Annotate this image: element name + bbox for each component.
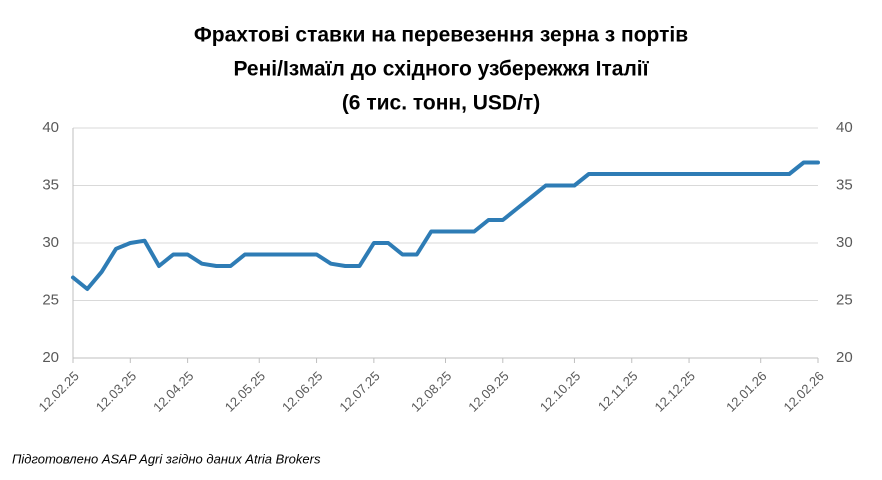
x-tick-label: 12.08.25: [408, 368, 454, 414]
chart-title: (6 тис. тонн, USD/т): [342, 92, 540, 115]
y-tick-label: 30: [42, 234, 59, 251]
x-tick-label: 12.07.25: [336, 368, 382, 414]
y2-tick-label: 30: [836, 234, 853, 251]
y2-tick-label: 25: [836, 291, 853, 308]
y2-tick-label: 20: [836, 349, 853, 366]
data-line: [71, 160, 820, 291]
x-tick-label: 12.02.25: [36, 368, 82, 414]
chart-title: Фрахтові ставки на перевезення зерна з п…: [194, 24, 688, 47]
x-tick-label: 12.05.25: [222, 368, 268, 414]
source-note: Підготовлено ASAP Agri згідно даних Atri…: [12, 451, 321, 466]
y-tick-label: 35: [42, 176, 59, 193]
y-tick-label: 25: [42, 291, 59, 308]
x-tick-label: 12.12.25: [652, 368, 698, 414]
y-tick-label: 40: [42, 119, 59, 136]
x-tick-label: 12.06.25: [279, 368, 325, 414]
x-tick-label: 12.09.25: [465, 368, 511, 414]
x-tick-label: 12.03.25: [93, 368, 139, 414]
y-tick-label: 20: [42, 349, 59, 366]
y2-tick-label: 35: [836, 176, 853, 193]
x-tick-label: 12.10.25: [537, 368, 583, 414]
y2-tick-label: 40: [836, 119, 853, 136]
x-tick-label: 12.11.25: [595, 368, 641, 414]
x-tick-label: 12.04.25: [150, 368, 196, 414]
x-tick-label: 12.01.26: [723, 368, 769, 414]
x-tick-label: 12.02.26: [781, 368, 827, 414]
chart-title: Рені/Ізмаїл до східного узбережжя Італії: [233, 58, 649, 81]
